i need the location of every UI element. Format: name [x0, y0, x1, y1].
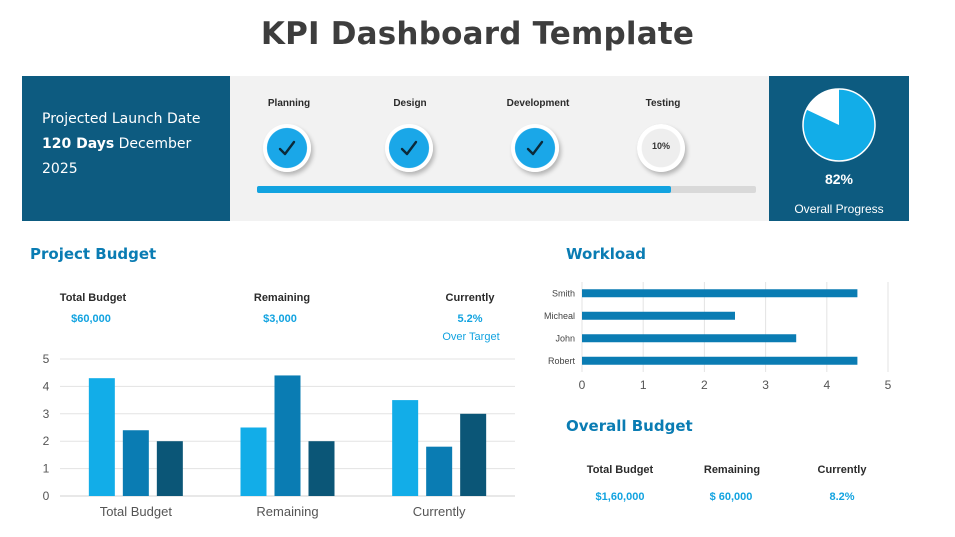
x-tick-label: 2 — [701, 378, 708, 392]
stage-status-design — [385, 124, 433, 172]
page-title: KPI Dashboard Template — [260, 16, 695, 52]
stage-label-design: Design — [393, 98, 427, 109]
x-tick-label: Remaining — [256, 504, 318, 519]
overall-progress-card: 82% Overall Progress — [769, 76, 909, 221]
y-tick-label: Smith — [552, 288, 575, 298]
pb-total-budget-value: $60,000 — [71, 313, 111, 325]
bar — [274, 375, 301, 496]
bar — [122, 430, 149, 496]
project-budget-chart: 0 1 2 3 4 5 Total Budget Remaining Currently — [43, 352, 515, 519]
launch-days: 120 Days — [42, 136, 115, 152]
ob-currently-label: Currently — [817, 464, 867, 476]
check-icon — [526, 140, 544, 156]
project-budget-title: Project Budget — [30, 245, 157, 263]
ob-remaining-value: $ 60,000 — [709, 491, 753, 503]
pb-currently-note: Over Target — [442, 331, 500, 343]
pb-total-budget-label: Total Budget — [59, 292, 127, 304]
check-icon — [278, 140, 296, 156]
ob-currently-value: 8.2% — [829, 491, 855, 503]
check-icon — [400, 140, 418, 156]
stage-label-development: Development — [506, 98, 570, 109]
x-tick-label: 1 — [640, 378, 647, 392]
y-tick-label: Micheal — [544, 311, 575, 321]
x-tick-label: Currently — [413, 504, 466, 519]
y-tick-label: 4 — [43, 379, 50, 393]
launch-year: 2025 — [42, 161, 78, 177]
pie-outline — [802, 88, 876, 162]
y-tick-label: 5 — [43, 352, 50, 366]
bar — [582, 311, 735, 320]
stage-label-testing: Testing — [645, 98, 681, 109]
x-tick-label: Total Budget — [100, 504, 173, 519]
overall-progress-pie — [802, 88, 876, 162]
ob-total-budget-value: $1,60,000 — [595, 491, 645, 503]
y-tick-label: John — [555, 333, 575, 343]
launch-days-line: 120 Days December — [42, 136, 191, 152]
overall-progress-label: Overall Progress — [794, 202, 884, 216]
stage-status-planning — [263, 124, 311, 172]
x-tick-label: 5 — [885, 378, 892, 392]
y-tick-label: 3 — [43, 407, 50, 421]
overall-progress-value: 82% — [824, 171, 854, 187]
stage-label-planning: Planning — [267, 98, 311, 109]
testing-percent: 10% — [651, 141, 670, 151]
ob-remaining-label: Remaining — [703, 464, 761, 476]
stage-status-development — [511, 124, 559, 172]
workload-title: Workload — [566, 245, 646, 263]
x-tick-label: 4 — [823, 378, 830, 392]
pie-slice-progress — [803, 89, 876, 161]
bar — [308, 441, 335, 496]
x-tick-label: 3 — [762, 378, 769, 392]
pb-remaining-label: Remaining — [253, 292, 311, 304]
launch-month: December — [118, 136, 192, 152]
x-tick-label: 0 — [579, 378, 586, 392]
bar — [460, 413, 487, 496]
bar — [392, 400, 419, 496]
pb-currently-label: Currently — [445, 292, 495, 304]
y-tick-label: Robert — [548, 356, 576, 366]
launch-label: Projected Launch Date — [42, 111, 201, 127]
bar — [426, 446, 453, 496]
pb-currently-value: 5.2% — [457, 313, 483, 325]
ob-total-budget-label: Total Budget — [586, 464, 654, 476]
bar — [582, 289, 858, 298]
bar — [88, 378, 115, 496]
pb-remaining-value: $3,000 — [263, 313, 297, 325]
bar — [582, 334, 797, 343]
bar — [582, 356, 858, 365]
stage-progress-fill — [257, 186, 672, 193]
overall-budget-title: Overall Budget — [566, 417, 693, 435]
bar — [156, 441, 183, 496]
stage-progress-bar — [257, 186, 756, 193]
y-tick-label: 2 — [43, 434, 50, 448]
y-tick-label: 0 — [43, 489, 50, 503]
workload-chart: 0 1 2 3 4 5 Smith Micheal John Robert — [544, 282, 892, 392]
bar — [240, 427, 267, 496]
stage-status-testing: 10% — [637, 124, 685, 172]
launch-date-card: Projected Launch Date 120 Days December … — [22, 76, 230, 221]
y-tick-label: 1 — [43, 462, 50, 476]
